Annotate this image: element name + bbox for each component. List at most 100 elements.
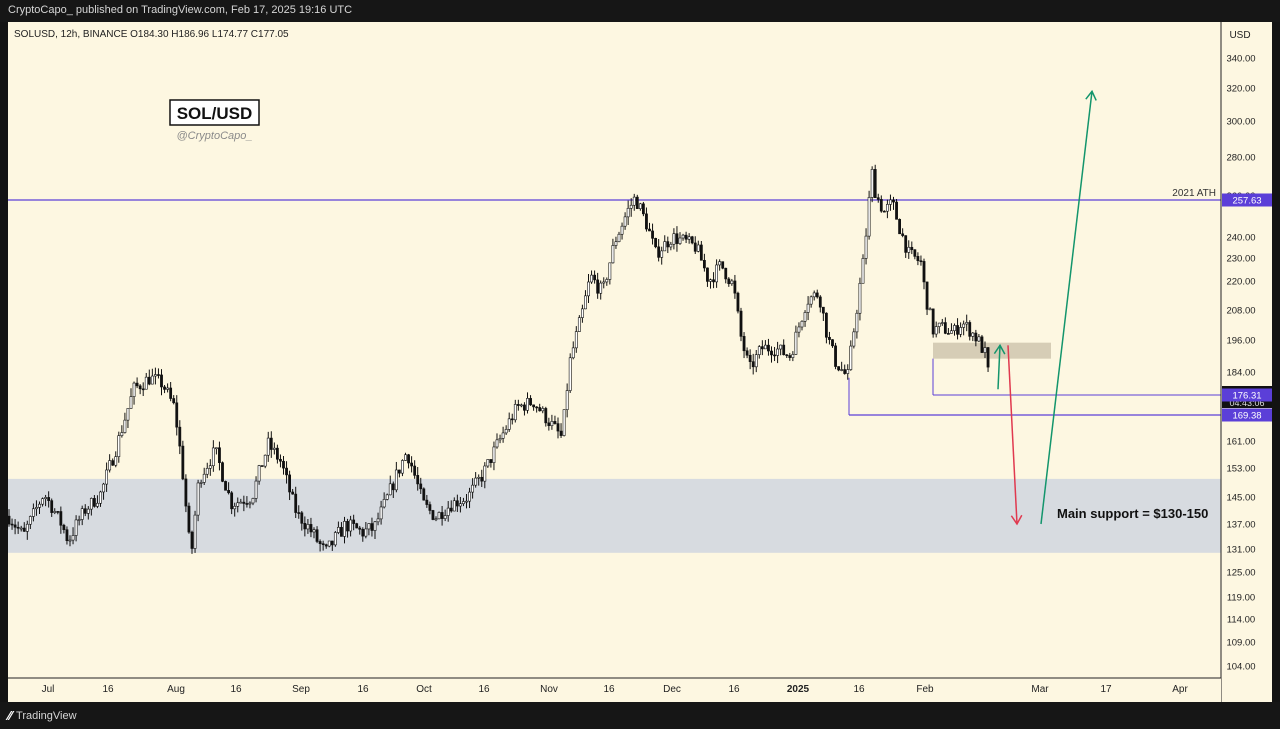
price-axis[interactable]: 340.00320.00300.00280.00260.00240.00230.… [1220, 22, 1272, 702]
candle-body [800, 320, 804, 328]
candle-body [538, 407, 542, 412]
y-tick-label: 230.00 [1226, 254, 1255, 265]
candle-body [687, 236, 691, 240]
candle-body [675, 233, 679, 244]
candle-body [221, 462, 224, 482]
candle-body [211, 447, 215, 467]
x-tick-label: Nov [540, 684, 558, 695]
candle-body [53, 511, 57, 513]
candle-body [943, 322, 947, 334]
chart-area[interactable]: 340.00320.00300.00280.00260.00240.00230.… [8, 22, 1272, 702]
candle-body [315, 529, 319, 542]
candle-body [434, 518, 438, 521]
candle-body [166, 387, 170, 390]
watermark-title: SOL/USD [177, 104, 253, 123]
price-chart[interactable]: 340.00320.00300.00280.00260.00240.00230.… [8, 22, 1272, 702]
candle-body [431, 510, 435, 520]
y-tick-label: 196.00 [1226, 336, 1255, 347]
candle-body [727, 278, 731, 285]
candle-body [931, 308, 935, 335]
candle-body [962, 323, 966, 328]
y-tick-label: 280.00 [1226, 153, 1255, 164]
candle-body [352, 519, 356, 524]
candle-body [812, 292, 816, 298]
candle-body [885, 204, 889, 212]
candle-body [495, 439, 499, 448]
candle-body [782, 344, 786, 356]
candle-body [718, 261, 722, 266]
candle-body [239, 501, 243, 504]
candle-body [867, 197, 871, 237]
candle-body [626, 207, 630, 218]
candle-body [123, 419, 127, 433]
candle-body [257, 465, 261, 482]
candle-body [8, 515, 11, 525]
candle-body [876, 197, 880, 200]
candle-body [950, 330, 953, 334]
tradingview-logo[interactable]: ⁄⁄ TradingView [8, 709, 77, 723]
candle-body [806, 303, 810, 313]
candle-body [617, 233, 621, 243]
candle-body [614, 241, 618, 246]
candle-body [779, 344, 783, 350]
time-axis[interactable]: Jul 16 Aug 16 Sep 16 Oct 16 Nov 16 Dec 16 2025 16 Feb M… [8, 677, 1221, 702]
x-tick-label: Aug [167, 684, 185, 695]
x-tick-label: 16 [230, 684, 242, 695]
candle-body [590, 274, 593, 283]
candle-body [928, 308, 932, 311]
candle-body [565, 390, 569, 410]
candle-body [28, 516, 32, 525]
candle-body [523, 404, 526, 411]
candle-body [410, 462, 414, 467]
zones-layer [8, 342, 1221, 553]
y-tick-label: 240.00 [1226, 233, 1255, 244]
publish-header: CryptoCapo_ published on TradingView.com… [0, 0, 1280, 22]
candle-body [187, 505, 191, 533]
candle-body [821, 306, 825, 314]
price-tag-label: 169.38 [1232, 411, 1261, 422]
candle-body [919, 260, 923, 263]
candle-body [407, 454, 410, 464]
watermark-box [169, 99, 260, 126]
candle-body [608, 262, 612, 280]
candle-body [47, 497, 51, 501]
bearish-arrow [1007, 345, 1018, 525]
candle-body [404, 454, 407, 461]
candle-body [818, 296, 822, 308]
candle-body [657, 246, 661, 258]
candle-body [873, 169, 877, 198]
candle-body [794, 331, 798, 355]
candle-body [855, 312, 859, 333]
candle-body [898, 219, 902, 235]
candle-body [645, 213, 648, 230]
candle-body [416, 475, 420, 485]
candle-body [19, 527, 23, 530]
time-axis-background [8, 678, 1221, 702]
candle-body [571, 347, 575, 359]
candle-body [309, 524, 313, 533]
candle-body [776, 348, 780, 356]
candle-body [852, 331, 856, 347]
candle-body [620, 225, 624, 235]
candle-body [757, 346, 761, 355]
candle-body [980, 336, 984, 353]
candle-body [684, 234, 688, 240]
candle-body [953, 325, 956, 332]
candle-body [501, 432, 505, 439]
x-tick-label: Sep [292, 684, 310, 695]
candle-body [666, 241, 670, 248]
candle-body [864, 235, 868, 259]
candle-body [184, 478, 188, 507]
candle-body [355, 523, 359, 529]
candle-body [96, 502, 99, 507]
candle-body [745, 350, 749, 356]
candle-body [672, 233, 676, 245]
candle-body [544, 408, 548, 424]
candle-body [654, 238, 658, 248]
currency-label[interactable]: USD [1229, 30, 1250, 41]
symbol-info: SOLUSD, 12h, BINANCE O184.30 H186.96 L17… [14, 29, 289, 40]
candle-body [483, 465, 487, 482]
candle-body [535, 406, 539, 409]
candle-body [922, 261, 926, 283]
candle-body [190, 531, 194, 549]
